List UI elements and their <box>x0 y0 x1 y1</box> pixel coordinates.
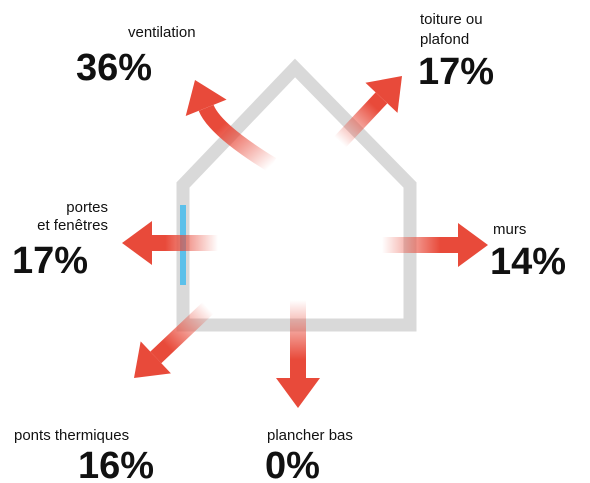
arrow-head <box>458 223 488 267</box>
arrows <box>122 76 488 408</box>
percentage: 16% <box>78 445 154 483</box>
percentage: 36% <box>76 47 152 89</box>
label: plancher bas <box>267 427 353 444</box>
label: et fenêtres <box>37 217 108 234</box>
label: plafond <box>420 31 469 48</box>
percentage: 17% <box>12 240 88 282</box>
label: murs <box>493 221 526 238</box>
arrow-head <box>276 378 320 408</box>
heat-loss-diagram: ventilation 36% toiture ou plafond 17% p… <box>0 0 590 483</box>
label: ponts thermiques <box>14 427 129 444</box>
label: ventilation <box>128 24 196 41</box>
percentage: 17% <box>418 51 494 93</box>
percentage: 14% <box>490 241 566 283</box>
label: toiture ou <box>420 11 483 28</box>
percentage: 0% <box>265 445 320 483</box>
arrow-head <box>122 221 152 265</box>
label: portes <box>66 199 108 216</box>
